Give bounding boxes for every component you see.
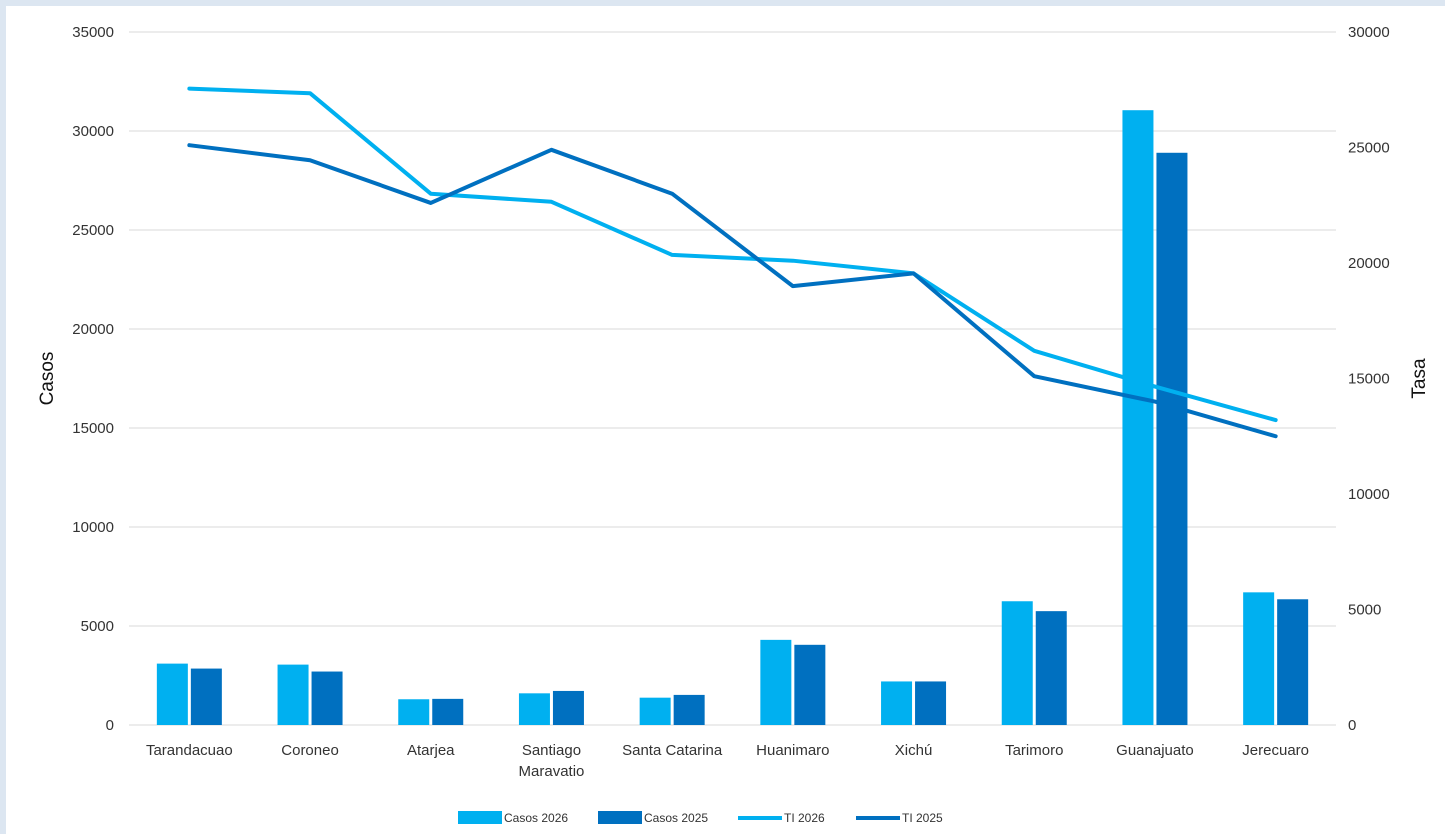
x-tick-line: Santa Catarina (622, 742, 723, 759)
bar (881, 681, 913, 725)
left-tick-label: 35000 (72, 24, 114, 41)
bar (1243, 592, 1275, 725)
bar (1001, 601, 1033, 725)
x-tick-label: Atarjea (407, 742, 455, 759)
right-axis-title: Tasa (1409, 358, 1430, 399)
x-tick-line: Coroneo (281, 742, 339, 759)
bar (794, 644, 826, 725)
left-axis-title: Casos (37, 352, 58, 406)
bar (639, 697, 671, 725)
left-tick-label: 15000 (72, 420, 114, 437)
x-tick-line: Tarandacuao (146, 742, 233, 759)
bar (1035, 611, 1067, 725)
bar (552, 690, 584, 725)
series-line (187, 86, 1278, 423)
x-tick-label: Tarandacuao (146, 742, 233, 759)
bar (760, 639, 792, 725)
x-tick-label: Guanajuato (1116, 742, 1194, 759)
x-tick-line: Jerecuaro (1242, 742, 1309, 759)
bar (1156, 152, 1188, 725)
line-series (187, 86, 1278, 439)
right-tick-label: 5000 (1348, 602, 1381, 619)
right-tick-label: 10000 (1348, 486, 1390, 503)
gridlines (129, 31, 1336, 726)
bar (915, 681, 947, 725)
bar (398, 699, 430, 725)
x-tick-label: Coroneo (281, 742, 339, 759)
x-tick-label: Tarimoro (1005, 742, 1063, 759)
bar (518, 693, 550, 725)
x-tick-label: Santiago Maravatio (519, 742, 585, 780)
bar (1277, 599, 1309, 725)
legend-label: TI 2025 (902, 811, 943, 825)
x-tick-label: Jerecuaro (1242, 742, 1309, 759)
bar (1122, 110, 1154, 725)
series-line (187, 143, 1278, 439)
legend-label: TI 2026 (784, 811, 825, 825)
x-tick-label: Xichú (895, 742, 933, 759)
x-tick-line: Santiago (522, 742, 581, 759)
x-tick-label: Huanimaro (756, 742, 829, 759)
right-tick-label: 25000 (1348, 140, 1390, 157)
x-tick-line: Xichú (895, 742, 933, 759)
right-tick-label: 15000 (1348, 371, 1390, 388)
legend-label: Casos 2025 (644, 811, 708, 825)
x-tick-line: Guanajuato (1116, 742, 1194, 759)
bar (673, 694, 705, 725)
x-tick-label: Santa Catarina (622, 742, 723, 759)
legend-swatch (458, 811, 502, 824)
legend: Casos 2026 Casos 2025 TI 2026 TI 2025 (458, 811, 943, 825)
left-tick-label: 25000 (72, 222, 114, 239)
x-tick-line: Tarimoro (1005, 742, 1063, 759)
right-tick-label: 20000 (1348, 255, 1390, 272)
right-tick-label: 0 (1348, 717, 1356, 734)
left-tick-label: 0 (106, 717, 114, 734)
left-tick-label: 20000 (72, 321, 114, 338)
right-tick-label: 30000 (1348, 24, 1390, 41)
bar (190, 668, 222, 725)
x-tick-line: Huanimaro (756, 742, 829, 759)
left-tick-label: 10000 (72, 519, 114, 536)
left-tick-label: 5000 (81, 618, 114, 635)
chart-frame: 0 5000 10000 15000 20000 25000 30000 35000 0 5000… (6, 6, 1445, 834)
legend-label: Casos 2026 (504, 811, 568, 825)
combo-chart: 0 5000 10000 15000 20000 25000 30000 35000 0 5000… (37, 24, 1430, 825)
x-tick-line: Atarjea (407, 742, 455, 759)
bar (311, 671, 343, 725)
x-tick-line: Maravatio (519, 763, 585, 780)
axes: 0 5000 10000 15000 20000 25000 30000 35000 0 5000… (37, 24, 1430, 780)
bar-series (156, 110, 1309, 725)
legend-swatch (598, 811, 642, 824)
left-tick-label: 30000 (72, 123, 114, 140)
bar (156, 663, 188, 725)
bar (432, 698, 464, 725)
bar (277, 664, 309, 725)
